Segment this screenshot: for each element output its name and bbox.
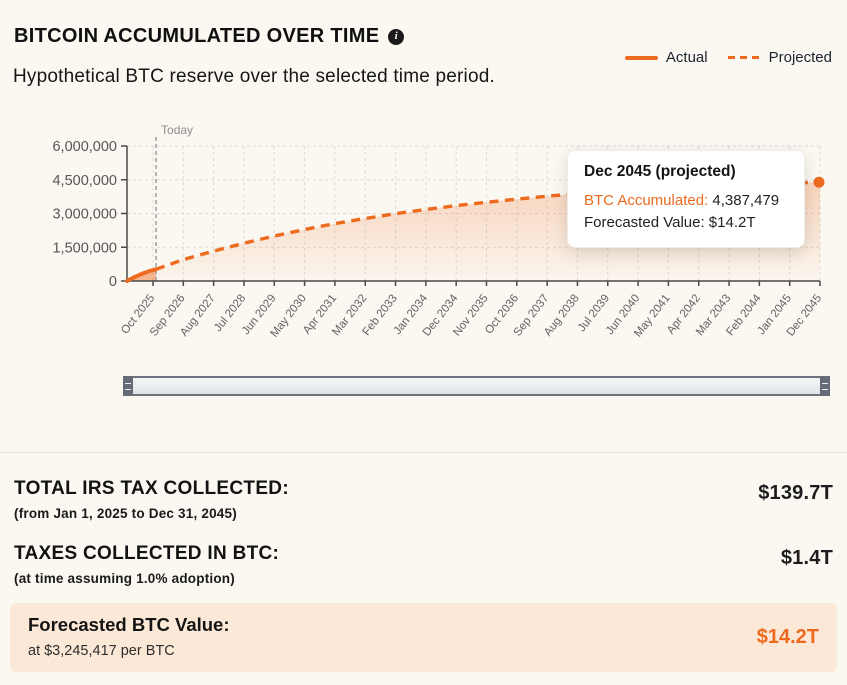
summary-row-forecasted-value: Forecasted BTC Value: at $3,245,417 per … — [10, 603, 837, 672]
page-title: BITCOIN ACCUMULATED OVER TIME i — [14, 25, 405, 48]
today-annotation: Today — [161, 123, 193, 137]
summary-row-taxes-btc: TAXES COLLECTED IN BTC: (at time assumin… — [14, 543, 833, 586]
irs-tax-title: TOTAL IRS TAX COLLECTED: — [14, 478, 289, 499]
chart-subtitle: Hypothetical BTC reserve over the select… — [13, 66, 495, 87]
legend-item-actual: Actual — [624, 49, 708, 66]
chart-legend: Actual Projected — [624, 49, 832, 66]
end-point-marker[interactable] — [813, 176, 825, 188]
projected-line-swatch-icon — [727, 55, 761, 60]
taxes-btc-value: $1.4T — [780, 547, 833, 569]
section-divider — [0, 452, 847, 453]
taxes-btc-title: TAXES COLLECTED IN BTC: — [14, 543, 280, 564]
tooltip-btc-value: 4,387,479 — [712, 192, 780, 209]
forecasted-subtitle: at $3,245,417 per BTC — [28, 643, 175, 659]
info-icon[interactable]: i — [388, 28, 405, 45]
slider-handle-left[interactable] — [123, 376, 133, 396]
y-axis-tick-label: 3,000,000 — [52, 207, 117, 223]
legend-actual-label: Actual — [665, 49, 708, 66]
tooltip-title: Dec 2045 (projected) — [584, 163, 736, 180]
tooltip-forecast-label: Forecasted Value: — [584, 214, 705, 231]
y-axis-tick-label: 0 — [109, 274, 117, 290]
irs-tax-value: $139.7T — [758, 482, 833, 504]
irs-tax-subtitle: (from Jan 1, 2025 to Dec 31, 2045) — [14, 506, 237, 521]
actual-line-swatch-icon — [624, 55, 658, 60]
timeline-range-slider[interactable] — [123, 376, 830, 396]
y-axis-tick-label: 1,500,000 — [52, 240, 117, 256]
tooltip-forecast-value: $14.2T — [708, 214, 756, 231]
grip-icon — [125, 382, 131, 390]
forecasted-title: Forecasted BTC Value: — [28, 614, 230, 635]
tooltip-btc-label: BTC Accumulated: — [584, 192, 709, 209]
y-axis-tick-label: 4,500,000 — [52, 173, 117, 189]
tooltip-row-value: Forecasted Value: $14.2T — [584, 212, 788, 234]
tooltip-row-btc: BTC Accumulated: 4,387,479 — [584, 190, 788, 212]
taxes-btc-subtitle: (at time assuming 1.0% adoption) — [14, 571, 235, 586]
forecasted-value: $14.2T — [756, 626, 819, 648]
btc-accumulation-chart[interactable]: Today 0 1,500,000 3,000,000 4,500,000 6,000,0… — [0, 120, 847, 370]
page-title-text: BITCOIN ACCUMULATED OVER TIME — [14, 25, 380, 47]
y-axis-tick-label: 6,000,000 — [52, 139, 117, 155]
legend-item-projected: Projected — [727, 49, 832, 66]
summary-row-irs-tax: TOTAL IRS TAX COLLECTED: (from Jan 1, 20… — [14, 478, 833, 521]
chart-tooltip: Dec 2045 (projected) BTC Accumulated: 4,… — [567, 150, 805, 248]
actual-line — [125, 267, 158, 283]
grip-icon — [822, 382, 828, 390]
legend-projected-label: Projected — [768, 49, 832, 66]
slider-handle-right[interactable] — [820, 376, 830, 396]
